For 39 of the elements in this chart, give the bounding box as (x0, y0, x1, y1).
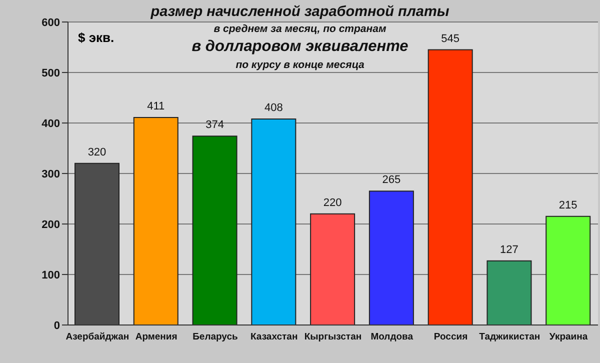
y-tick-label: 600 (42, 16, 60, 29)
data-label: 408 (264, 102, 283, 114)
data-label: 265 (382, 174, 401, 186)
chart-title: размер начисленной заработной платы (150, 4, 450, 20)
x-tick-label: Казахстан (250, 332, 298, 343)
data-label: 320 (88, 146, 106, 158)
y-tick-label: 100 (42, 269, 60, 282)
x-tick-label: Беларусь (192, 332, 238, 343)
bar (428, 49, 473, 325)
y-tick-label: 300 (42, 168, 60, 180)
data-label: 220 (323, 196, 342, 209)
annotation: по курсу в конце месяца (234, 59, 366, 71)
x-tick-label: Таджикистан (479, 332, 540, 343)
annotation: в долларовом эквиваленте (192, 38, 408, 55)
x-tick-label: Армения (135, 332, 178, 343)
data-label: 545 (441, 32, 460, 45)
bar (546, 216, 591, 325)
bar (310, 213, 356, 325)
x-tick-label: Кыргызстан (304, 332, 362, 343)
bar (192, 136, 238, 325)
bar (74, 162, 120, 325)
x-tick-label: Азербайджан (66, 332, 130, 343)
bar (251, 118, 296, 325)
bar (368, 190, 414, 325)
data-label: 374 (206, 119, 224, 132)
x-tick-label: Молдова (370, 332, 414, 343)
y-axis-title: $ экв. (78, 30, 114, 45)
y-tick-label: 400 (42, 118, 60, 130)
data-label: 127 (500, 244, 518, 256)
y-tick-label: 500 (42, 67, 60, 80)
y-tick-label: 200 (42, 218, 60, 231)
x-tick-label: Россия (434, 332, 468, 343)
bar (486, 260, 532, 325)
data-label: 215 (558, 199, 578, 212)
bar (133, 116, 178, 325)
x-tick-label: Украина (549, 332, 588, 343)
y-tick-label: 0 (54, 320, 60, 332)
data-label: 411 (147, 100, 165, 112)
chart-subtitle: в среднем за месяц, по странам (214, 23, 386, 35)
